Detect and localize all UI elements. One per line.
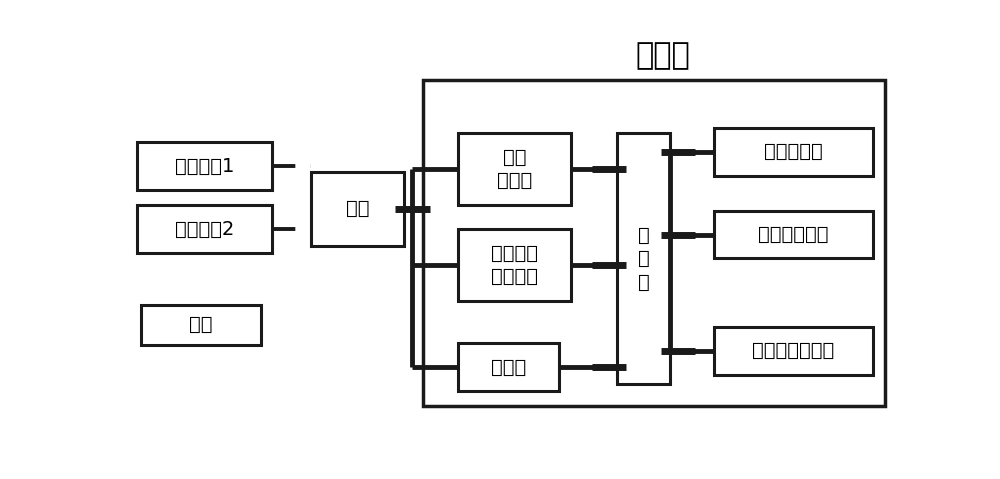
Bar: [311, 172, 404, 246]
Text: 采样探头2: 采样探头2: [175, 219, 234, 239]
Bar: [617, 133, 670, 384]
Bar: [137, 205, 272, 253]
Bar: [714, 211, 873, 259]
Bar: [458, 133, 571, 205]
Bar: [423, 80, 885, 406]
Text: 紫外
激光器: 紫外 激光器: [497, 148, 532, 190]
Bar: [714, 327, 873, 375]
Text: 处
理
器: 处 理 器: [638, 226, 649, 292]
Text: 样品分离和标注: 样品分离和标注: [752, 341, 835, 360]
Bar: [140, 305, 261, 345]
Text: 光纤: 光纤: [346, 199, 369, 218]
Bar: [458, 343, 559, 391]
Text: 信号预处理: 信号预处理: [764, 142, 823, 161]
Text: 采样探头1: 采样探头1: [175, 157, 234, 176]
Bar: [714, 127, 873, 175]
Bar: [137, 142, 272, 190]
Text: 样品: 样品: [189, 315, 212, 334]
Text: 半导体制
冷检测器: 半导体制 冷检测器: [491, 244, 538, 286]
Bar: [458, 229, 571, 301]
Text: 光谱仪: 光谱仪: [636, 41, 691, 70]
Text: 深度机器学习: 深度机器学习: [758, 225, 829, 244]
Text: 显示屏: 显示屏: [491, 358, 526, 377]
